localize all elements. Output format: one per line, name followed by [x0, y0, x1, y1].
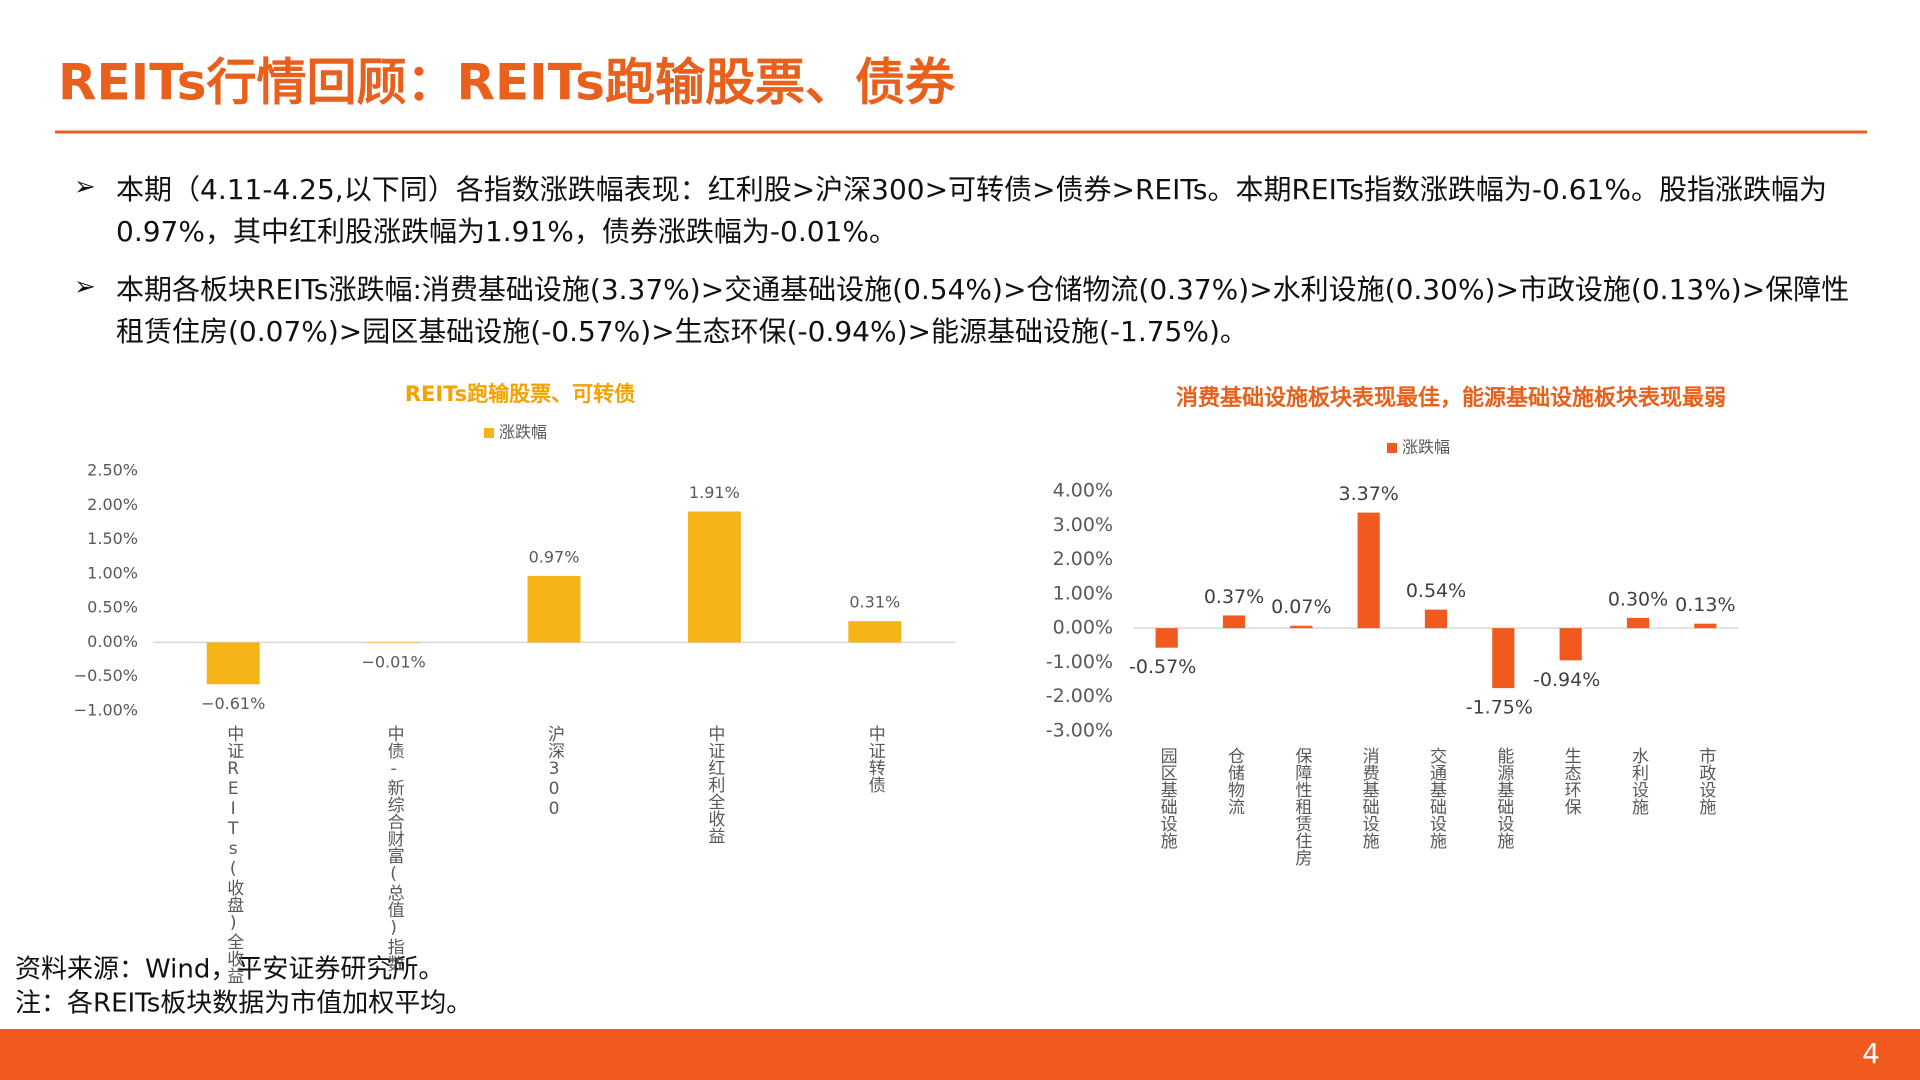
bar	[1222, 615, 1246, 629]
slide-title: REITs行情回顾：REITs跑输股票、债券	[58, 54, 956, 112]
y-tick-label: 0.50%	[87, 598, 138, 617]
x-tick-label: 市政设施	[1695, 747, 1716, 816]
x-tick-label: 中证REITs(收盘)全收益	[223, 725, 244, 984]
x-tick-label: 水利设施	[1628, 747, 1649, 816]
x-tick-label: 能源基础设施	[1493, 747, 1514, 850]
data-label: 0.13%	[1675, 594, 1735, 616]
data-label: 0.31%	[849, 593, 900, 612]
data-label: -0.57%	[1129, 656, 1196, 678]
y-tick-label: 0.00%	[87, 632, 138, 651]
bar	[1492, 628, 1515, 689]
y-tick-label: 2.00%	[1053, 548, 1113, 570]
x-tick-label: 中债-新综合财富(总值)指数	[384, 725, 405, 972]
y-tick-label: 1.50%	[87, 529, 138, 548]
legend-swatch	[484, 428, 494, 438]
data-label: -0.94%	[1533, 669, 1600, 691]
x-tick-label: 消费基础设施	[1359, 747, 1380, 850]
bar	[367, 642, 421, 644]
x-tick-label: 保障性租赁住房	[1291, 747, 1312, 867]
y-tick-label: 2.00%	[87, 495, 138, 514]
y-tick-label: −1.00%	[74, 701, 138, 720]
data-label: 0.07%	[1271, 596, 1331, 618]
bar	[527, 575, 581, 643]
legend-label: 涨跌幅	[1402, 438, 1450, 457]
data-label: 1.91%	[689, 483, 740, 502]
y-tick-label: 3.00%	[1053, 514, 1113, 536]
x-tick-label: 中证转债	[865, 725, 886, 793]
bullet-text: 本期各板块REITs涨跌幅:消费基础设施(3.37%)>交通基础设施(0.54%…	[116, 273, 1850, 348]
y-tick-label: -3.00%	[1046, 720, 1113, 742]
footnote: 注：各REITs板块数据为市值加权平均。	[15, 989, 472, 1019]
bar	[848, 621, 902, 643]
bar	[1357, 512, 1380, 629]
bar	[1559, 628, 1582, 661]
y-tick-label: 4.00%	[1053, 480, 1113, 502]
data-label: 0.37%	[1204, 586, 1264, 608]
x-tick-label: 园区基础设施	[1157, 747, 1178, 850]
y-tick-label: 2.50%	[87, 461, 138, 480]
y-tick-label: −0.50%	[74, 666, 138, 685]
data-label: −0.61%	[201, 694, 265, 713]
chart-title: 消费基础设施板块表现最佳，能源基础设施板块表现最弱	[1176, 385, 1726, 411]
bar	[1424, 609, 1448, 629]
x-tick-label: 交通基础设施	[1426, 747, 1447, 850]
bar	[1694, 623, 1717, 629]
data-label: −0.01%	[361, 653, 425, 672]
y-tick-label: -2.00%	[1046, 685, 1113, 707]
bar	[1626, 617, 1650, 629]
bullet-text: 本期（4.11-4.25,以下同）各指数涨跌幅表现：红利股>沪深300>可转债>…	[116, 173, 1827, 248]
x-tick-label: 沪深300	[544, 725, 565, 819]
data-label: 3.37%	[1338, 483, 1398, 505]
bar	[1290, 625, 1313, 629]
footer-band	[0, 1029, 1920, 1080]
source-note: 资料来源：Wind，平安证券研究所。	[15, 955, 444, 985]
y-tick-label: 0.00%	[1053, 617, 1113, 639]
data-label: 0.97%	[529, 547, 580, 566]
bar	[1155, 628, 1178, 648]
x-tick-label: 中证红利全收益	[704, 725, 725, 844]
legend-swatch	[1387, 443, 1397, 453]
bullet-marker: ➢	[74, 272, 96, 302]
legend-label: 涨跌幅	[499, 423, 547, 442]
data-label: 0.30%	[1608, 588, 1668, 610]
y-tick-label: -1.00%	[1046, 651, 1113, 673]
chart-title: REITs跑输股票、可转债	[405, 382, 635, 406]
data-label: -1.75%	[1466, 697, 1533, 719]
data-label: 0.54%	[1406, 580, 1466, 602]
y-tick-label: 1.00%	[1053, 582, 1113, 604]
y-tick-label: 1.00%	[87, 563, 138, 582]
x-tick-label: 生态环保	[1561, 747, 1582, 815]
bar	[206, 642, 260, 685]
bullet-marker: ➢	[74, 172, 96, 202]
page-number: 4	[1862, 1037, 1880, 1070]
bar	[687, 511, 741, 643]
x-tick-label: 仓储物流	[1224, 747, 1245, 815]
